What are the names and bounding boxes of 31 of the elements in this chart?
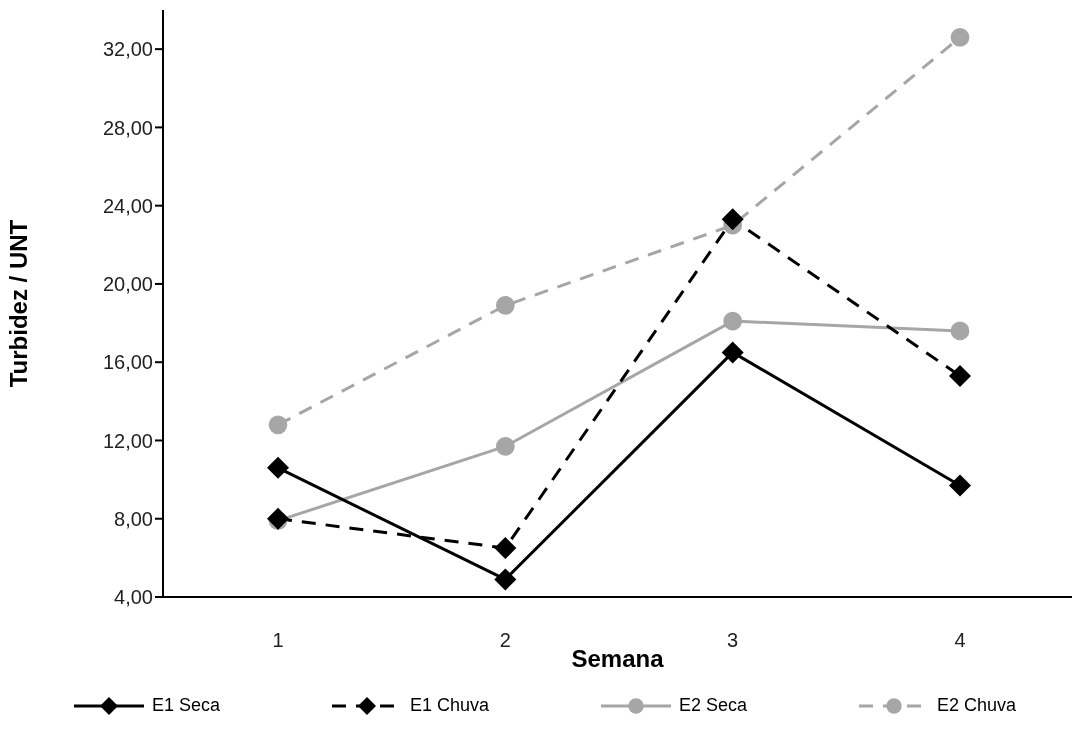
y-axis-title: Turbidez / UNT xyxy=(4,219,32,388)
point xyxy=(721,341,744,364)
point xyxy=(949,364,971,387)
x-tick-label: 4 xyxy=(954,629,966,652)
y-tick-label: 16,00 xyxy=(102,351,153,374)
y-tick-label: 28,00 xyxy=(102,116,153,139)
legend-label: E2 Chuva xyxy=(935,695,1016,716)
point xyxy=(494,568,517,591)
legend-label: E2 Seca xyxy=(677,695,747,716)
legend-label: E1 Seca xyxy=(150,695,221,716)
y-tick-label: 12,00 xyxy=(102,429,153,452)
point xyxy=(949,474,971,497)
y-tick-label: 8,00 xyxy=(114,507,153,530)
point xyxy=(495,436,515,456)
point xyxy=(723,311,743,331)
x-tick-label: 3 xyxy=(727,629,739,652)
x-tick-label: 2 xyxy=(499,629,511,652)
point xyxy=(495,296,515,315)
legend-label: E1 Chuva xyxy=(408,695,490,716)
point xyxy=(950,321,970,341)
point xyxy=(268,415,288,435)
y-tick-label: 20,00 xyxy=(102,273,153,296)
y-tick-label: 4,00 xyxy=(114,586,153,609)
point xyxy=(267,456,289,479)
y-tick-label: 32,00 xyxy=(102,38,153,61)
point xyxy=(950,28,970,47)
point xyxy=(721,208,744,231)
x-tick-label: 1 xyxy=(272,629,284,652)
y-tick-label: 24,00 xyxy=(102,194,153,217)
x-axis-title: Semana xyxy=(571,645,665,672)
point xyxy=(494,537,517,560)
